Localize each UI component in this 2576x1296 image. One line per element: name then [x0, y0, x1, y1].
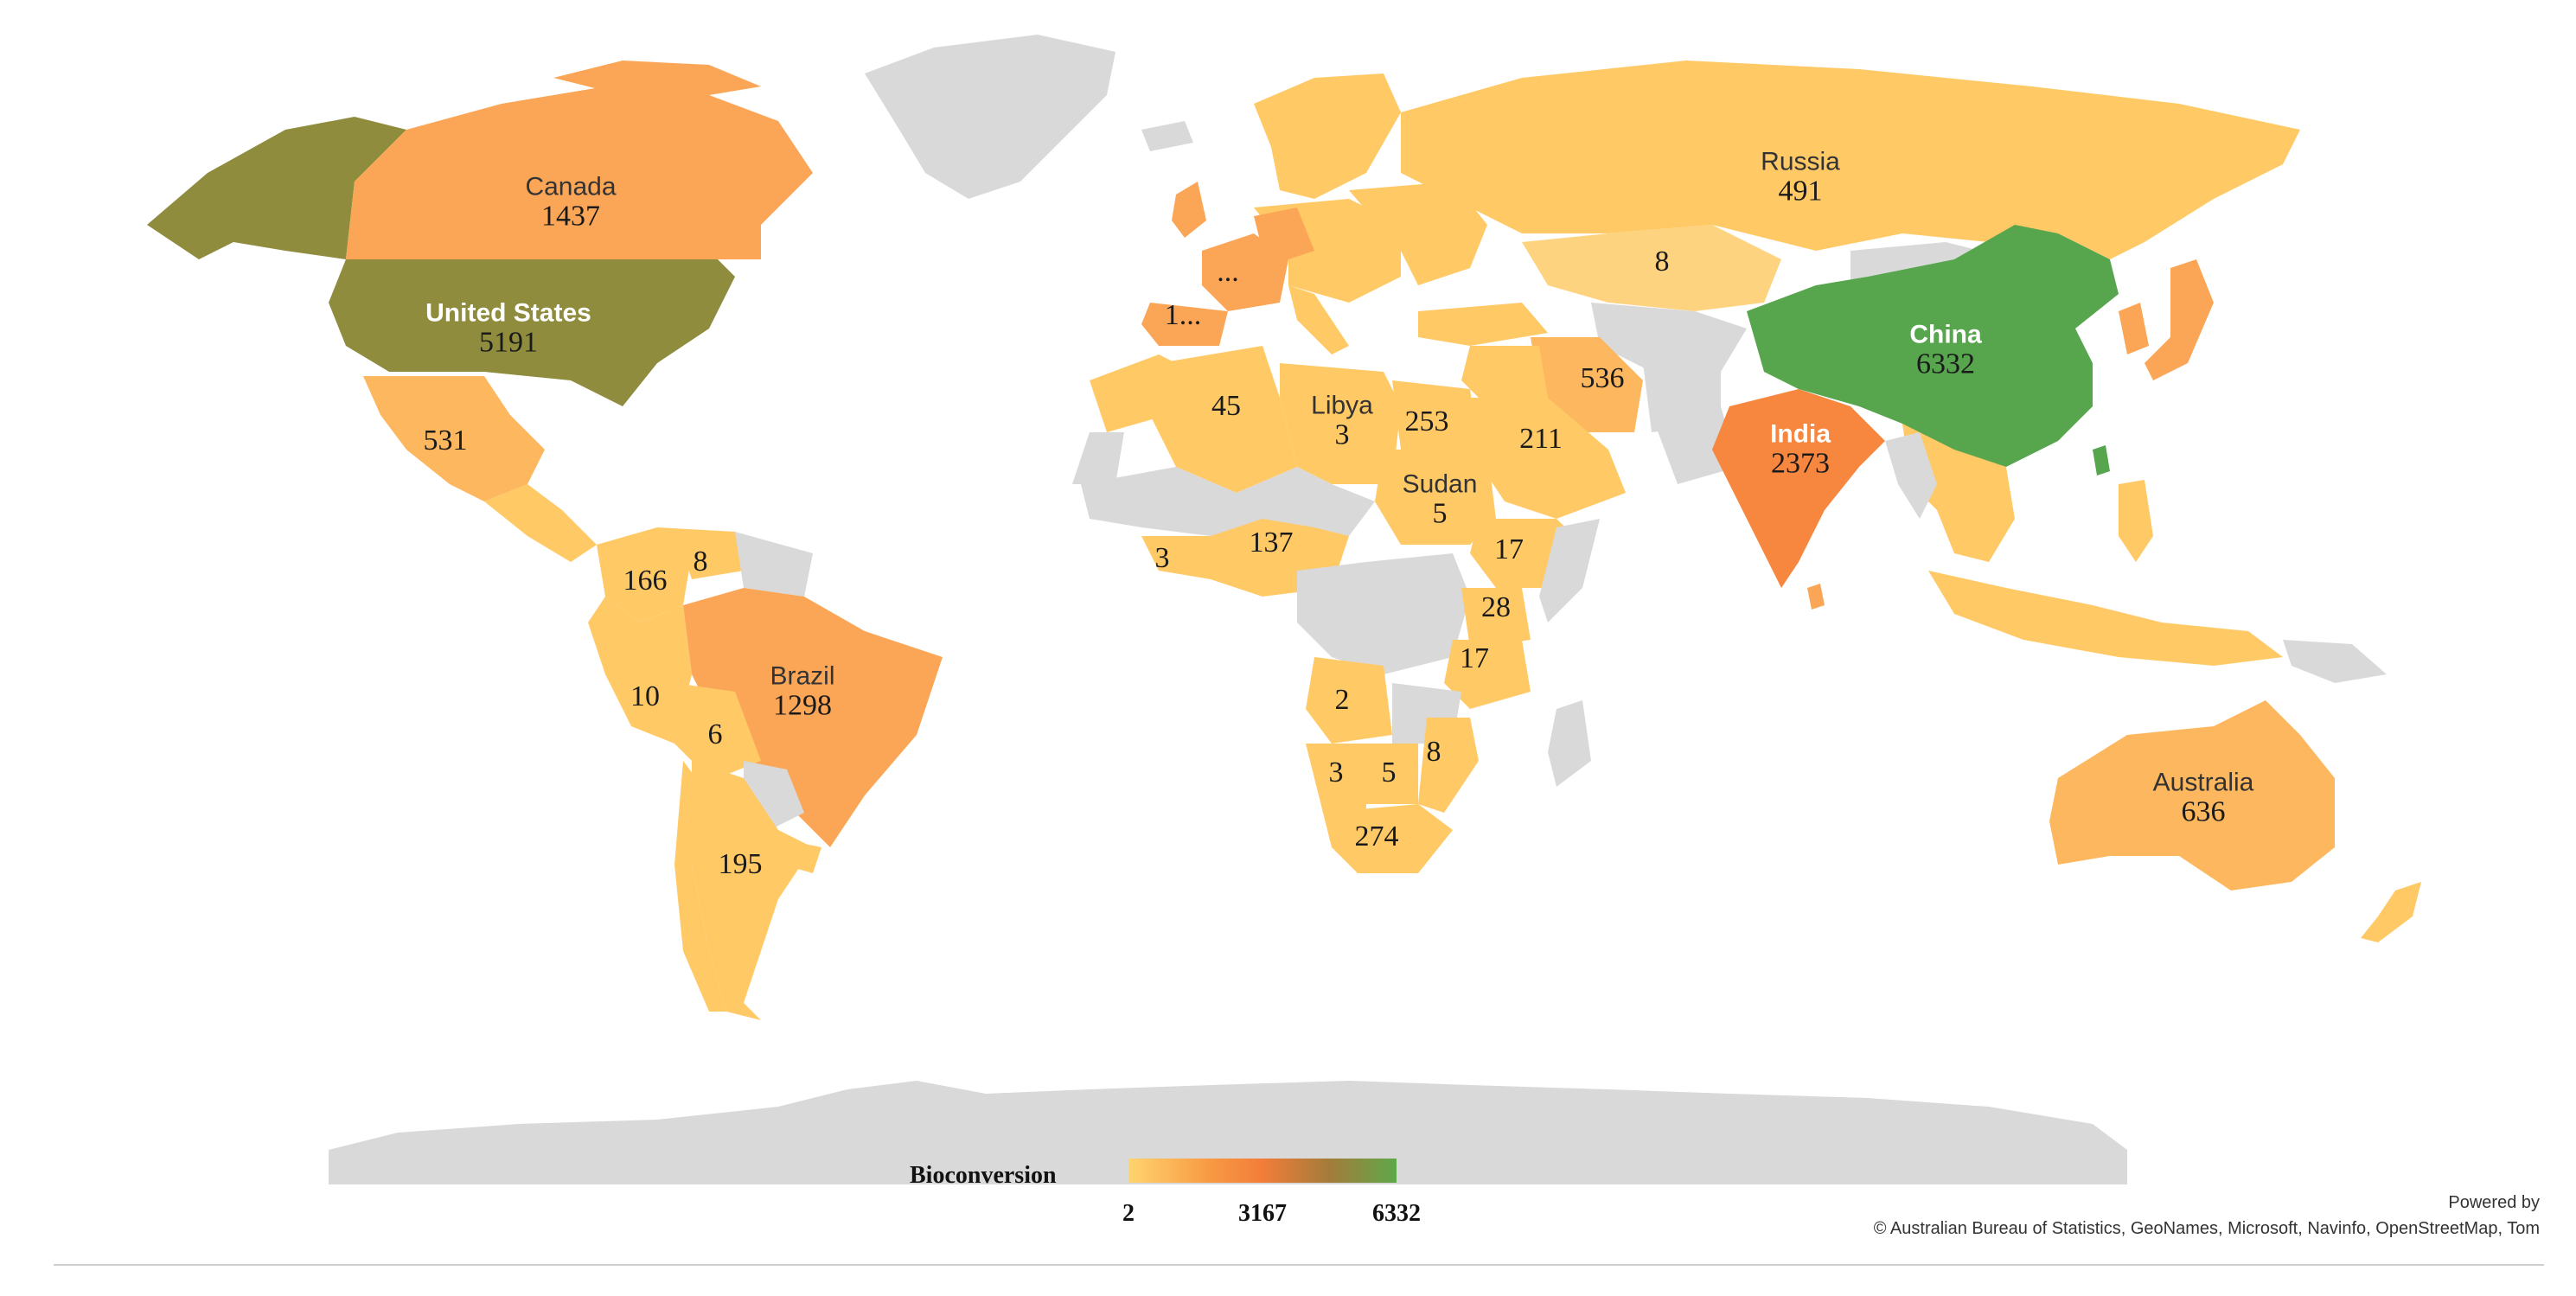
attribution-credits[interactable]: © Australian Bureau of Statistics, GeoNa… — [1873, 1219, 2540, 1238]
region-indonesia[interactable] — [1928, 571, 2283, 666]
powered-by-label: Powered by — [2448, 1193, 2540, 1212]
region-new-zealand[interactable] — [2361, 882, 2421, 942]
region-central-america[interactable] — [484, 484, 597, 562]
region-chile[interactable] — [674, 761, 726, 1012]
legend-title: Bioconversion — [910, 1162, 1057, 1189]
region-canada[interactable] — [346, 86, 813, 259]
region-colombia[interactable] — [597, 527, 692, 622]
region-new-guinea[interactable] — [2283, 640, 2387, 683]
legend-mid-label: 3167 — [1238, 1200, 1287, 1227]
legend-max-label: 6332 — [1372, 1200, 1421, 1227]
region-venezuela[interactable] — [657, 527, 744, 579]
region-central-asia[interactable] — [1591, 303, 1747, 372]
region-korea[interactable] — [2119, 303, 2149, 354]
region-sri-lanka[interactable] — [1807, 584, 1825, 610]
region-madagascar[interactable] — [1548, 700, 1591, 787]
region-germany[interactable] — [1254, 207, 1314, 259]
region-central-africa[interactable] — [1297, 553, 1470, 674]
region-japan[interactable] — [2145, 259, 2214, 380]
region-india[interactable] — [1712, 389, 1885, 588]
region-libya[interactable] — [1280, 363, 1401, 484]
region-bolivia[interactable] — [674, 683, 761, 778]
region-russia[interactable] — [1401, 61, 2300, 259]
region-sudan[interactable] — [1375, 450, 1496, 545]
region-western-sahara[interactable] — [1072, 432, 1124, 484]
region-usa[interactable] — [329, 259, 735, 406]
region-brazil[interactable] — [683, 588, 943, 847]
region-mexico[interactable] — [363, 376, 545, 501]
region-china[interactable] — [1747, 225, 2119, 467]
region-peru[interactable] — [588, 597, 692, 744]
region-eastern-europe[interactable] — [1349, 182, 1487, 285]
region-france[interactable] — [1202, 233, 1288, 311]
region-philippines[interactable] — [2119, 480, 2153, 562]
legend-min-label: 2 — [1122, 1200, 1135, 1227]
bottom-divider — [54, 1264, 2544, 1266]
region-kenya[interactable] — [1461, 588, 1531, 648]
region-angola[interactable] — [1306, 657, 1392, 744]
region-taiwan[interactable] — [2093, 445, 2110, 476]
region-namibia[interactable] — [1306, 744, 1366, 813]
region-algeria[interactable] — [1150, 346, 1297, 493]
region-spain[interactable] — [1141, 303, 1228, 346]
region-tanzania[interactable] — [1444, 640, 1531, 709]
region-mozambique[interactable] — [1418, 718, 1479, 813]
region-canada-islands[interactable] — [553, 61, 761, 95]
region-turkey[interactable] — [1418, 303, 1548, 346]
region-antarctica[interactable] — [329, 1081, 2127, 1184]
region-south-africa[interactable] — [1323, 804, 1453, 873]
region-myanmar[interactable] — [1885, 432, 1937, 519]
region-saudi[interactable] — [1461, 398, 1626, 519]
region-uk[interactable] — [1172, 182, 1206, 238]
legend-gradient-bar — [1128, 1159, 1397, 1183]
region-botswana[interactable] — [1366, 744, 1418, 804]
region-australia[interactable] — [2049, 700, 2335, 891]
region-italy[interactable] — [1288, 285, 1349, 354]
region-iceland[interactable] — [1141, 121, 1193, 151]
region-uruguay[interactable] — [778, 839, 821, 873]
region-guiana[interactable] — [735, 532, 813, 597]
region-egypt[interactable] — [1392, 380, 1479, 450]
region-kazakhstan[interactable] — [1522, 225, 1781, 311]
region-iraq-syria[interactable] — [1461, 346, 1548, 406]
region-scandinavia[interactable] — [1254, 73, 1401, 199]
region-argentina[interactable] — [692, 761, 813, 1020]
region-somalia[interactable] — [1539, 519, 1600, 622]
region-greenland[interactable] — [865, 35, 1115, 199]
region-southeast-asia[interactable] — [1902, 424, 2015, 562]
region-pakistan[interactable] — [1652, 406, 1738, 484]
region-alaska[interactable] — [147, 117, 406, 259]
